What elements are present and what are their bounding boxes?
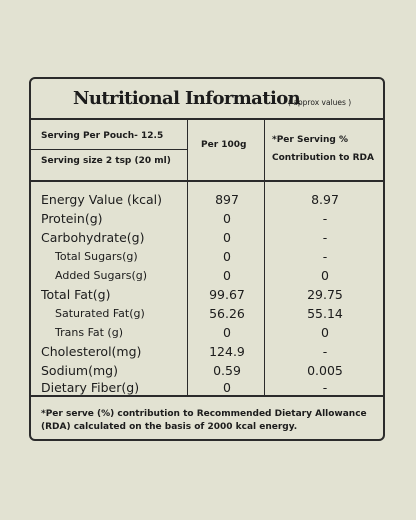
table-row: Cholesterol(mg) 124.9 - bbox=[31, 342, 383, 361]
per-100g-value: 0 bbox=[223, 249, 231, 264]
panel-title: Nutritional Information bbox=[73, 88, 301, 109]
table-row: Trans Fat (g) 0 0 bbox=[31, 323, 383, 342]
table-row: Protein(g) 0 - bbox=[31, 209, 383, 228]
nutrient-label: Total Fat(g) bbox=[41, 287, 111, 302]
rda-value: 0 bbox=[321, 325, 329, 340]
header-divider-2 bbox=[264, 120, 265, 180]
title-row: Nutritional Information ( approx values … bbox=[31, 79, 383, 120]
rda-value: 55.14 bbox=[307, 306, 343, 321]
per-100g-value: 99.67 bbox=[209, 287, 245, 302]
table-row: Total Sugars(g) 0 - bbox=[31, 247, 383, 266]
nutrient-label: Carbohydrate(g) bbox=[41, 230, 145, 245]
nutrient-label: Cholesterol(mg) bbox=[41, 344, 142, 359]
rda-value: - bbox=[322, 249, 328, 264]
table-row: Saturated Fat(g) 56.26 55.14 bbox=[31, 304, 383, 323]
per-100g-value: 0 bbox=[223, 380, 231, 395]
rda-value: - bbox=[322, 344, 328, 359]
rda-header-line1: *Per Serving % bbox=[272, 135, 348, 145]
rda-value: 0.005 bbox=[307, 363, 343, 378]
rda-value: - bbox=[322, 380, 328, 395]
per-100g-value: 0.59 bbox=[213, 363, 241, 378]
nutrient-label: Protein(g) bbox=[41, 211, 103, 226]
approx-values-note: ( approx values ) bbox=[288, 98, 352, 107]
nutrient-label: Trans Fat (g) bbox=[55, 326, 123, 339]
per-100g-value: 56.26 bbox=[209, 306, 245, 321]
nutrient-label: Sodium(mg) bbox=[41, 363, 118, 378]
rda-value: 29.75 bbox=[307, 287, 343, 302]
rda-footnote: *Per serve (%) contribution to Recommend… bbox=[41, 409, 367, 432]
rda-value: 8.97 bbox=[311, 192, 339, 207]
rda-header: *Per Serving % Contribution to RDA bbox=[272, 131, 374, 167]
header-left-separator bbox=[31, 149, 187, 150]
serving-per-pouch: Serving Per Pouch- 12.5 bbox=[41, 131, 164, 141]
nutrient-label: Energy Value (kcal) bbox=[41, 192, 163, 207]
nutrient-label: Saturated Fat(g) bbox=[55, 307, 145, 320]
rda-value: 0 bbox=[321, 268, 329, 283]
per-100g-value: 0 bbox=[223, 325, 231, 340]
header-divider-1 bbox=[187, 120, 188, 180]
rows-divider-2 bbox=[264, 182, 265, 395]
table-row: Energy Value (kcal) 897 8.97 bbox=[31, 190, 383, 209]
per-100g-value: 0 bbox=[223, 230, 231, 245]
nutrition-panel: Nutritional Information ( approx values … bbox=[29, 77, 385, 441]
table-row: Carbohydrate(g) 0 - bbox=[31, 228, 383, 247]
table-row: Total Fat(g) 99.67 29.75 bbox=[31, 285, 383, 304]
nutrient-label: Total Sugars(g) bbox=[55, 250, 138, 263]
nutrient-label: Dietary Fiber(g) bbox=[41, 380, 140, 395]
serving-size: Serving size 2 tsp (20 ml) bbox=[41, 156, 171, 166]
rda-header-line2: Contribution to RDA bbox=[272, 153, 374, 163]
per-100g-header: Per 100g bbox=[201, 140, 247, 150]
per-100g-value: 0 bbox=[223, 211, 231, 226]
rda-value: - bbox=[322, 230, 328, 245]
nutrient-label: Added Sugars(g) bbox=[55, 269, 148, 282]
rda-value: - bbox=[322, 211, 328, 226]
rows-divider-1 bbox=[187, 182, 188, 395]
nutrient-rows: Energy Value (kcal) 897 8.97 Protein(g) … bbox=[31, 182, 383, 397]
per-100g-value: 124.9 bbox=[209, 344, 245, 359]
per-100g-value: 897 bbox=[215, 192, 239, 207]
table-header: Serving Per Pouch- 12.5 Serving size 2 t… bbox=[31, 120, 383, 182]
table-row: Sodium(mg) 0.59 0.005 bbox=[31, 361, 383, 380]
per-100g-value: 0 bbox=[223, 268, 231, 283]
table-row: Dietary Fiber(g) 0 - bbox=[31, 380, 383, 395]
table-row: Added Sugars(g) 0 0 bbox=[31, 266, 383, 285]
